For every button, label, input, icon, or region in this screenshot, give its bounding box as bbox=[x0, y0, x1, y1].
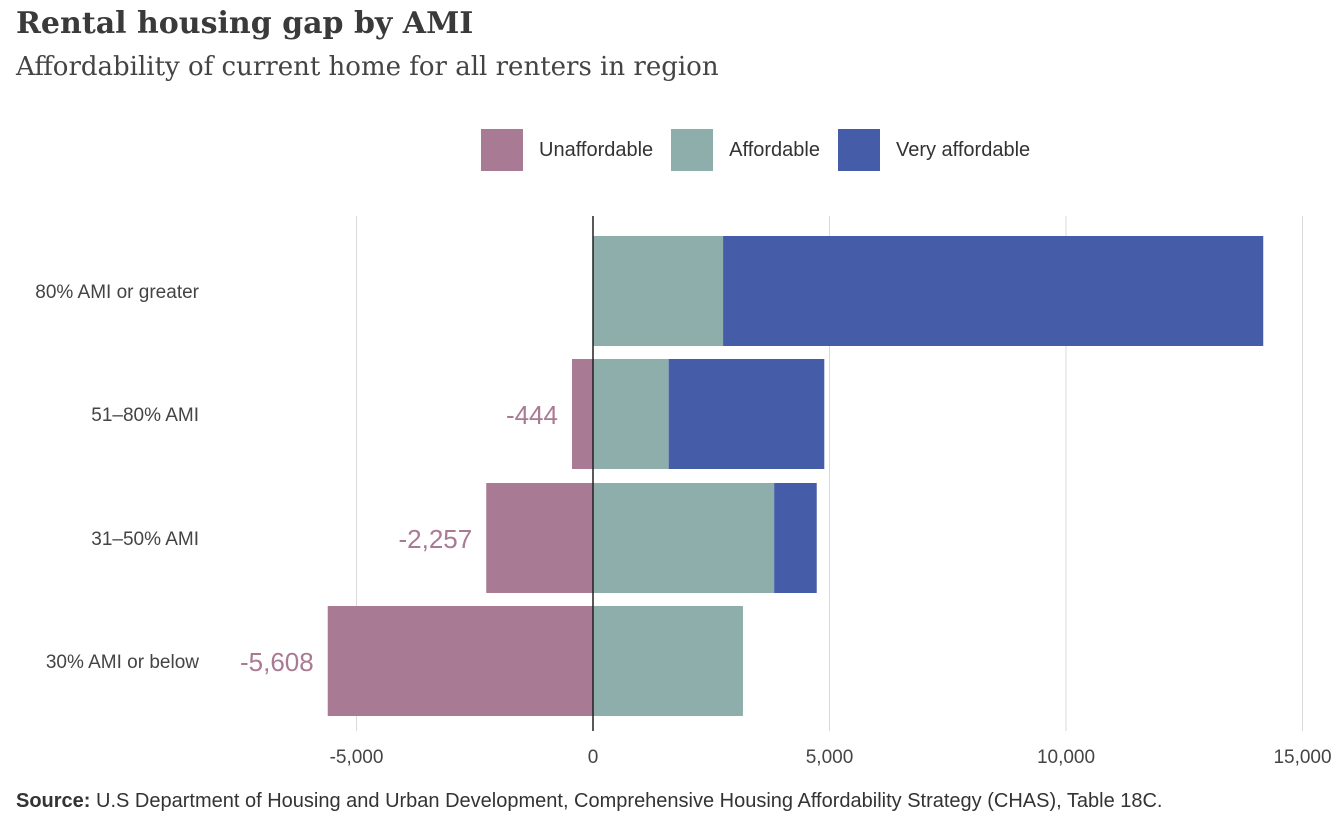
legend-swatch-1 bbox=[671, 129, 714, 171]
bar-very-affordable-0 bbox=[723, 236, 1264, 346]
x-tick-label-3: 10,000 bbox=[1037, 747, 1095, 768]
chart-subtitle: Affordability of current home for all re… bbox=[16, 52, 719, 82]
legend-label-2: Very affordable bbox=[895, 138, 1031, 161]
data-label-0: -444 bbox=[506, 400, 558, 430]
category-label-0: 80% AMI or greater bbox=[35, 282, 199, 303]
bar-unaffordable-3 bbox=[327, 606, 593, 716]
x-tick-label-4: 15,000 bbox=[1273, 747, 1331, 768]
legend-item-2: Very affordable bbox=[837, 129, 1031, 171]
category-label-2: 31–50% AMI bbox=[91, 529, 199, 550]
x-tick-label-2: 5,000 bbox=[806, 747, 854, 768]
source-label: Source: bbox=[16, 790, 91, 812]
legend-label-1: Affordable bbox=[729, 138, 820, 161]
bar-very-affordable-2 bbox=[774, 483, 817, 593]
bar-affordable-2 bbox=[593, 483, 775, 593]
category-label-1: 51–80% AMI bbox=[91, 405, 199, 426]
legend-item-1: Affordable bbox=[671, 129, 820, 171]
bar-unaffordable-2 bbox=[486, 483, 593, 593]
bar-affordable-1 bbox=[593, 359, 669, 469]
data-label-2: -5,608 bbox=[240, 647, 314, 677]
data-label-1: -2,257 bbox=[399, 524, 473, 554]
category-label-3: 30% AMI or below bbox=[46, 652, 199, 673]
bar-affordable-0 bbox=[593, 236, 724, 346]
x-tick-label-1: 0 bbox=[588, 747, 599, 768]
x-tick-label-0: -5,000 bbox=[330, 747, 384, 768]
bar-affordable-3 bbox=[593, 606, 743, 716]
legend-swatch-0 bbox=[481, 129, 523, 171]
bar-very-affordable-1 bbox=[668, 359, 825, 469]
source-note: Source: U.S Department of Housing and Ur… bbox=[16, 790, 1163, 813]
bar-unaffordable-1 bbox=[571, 359, 593, 469]
chart-title: Rental housing gap by AMI bbox=[16, 6, 474, 41]
source-text: U.S Department of Housing and Urban Deve… bbox=[90, 790, 1163, 812]
legend-swatch-2 bbox=[837, 129, 880, 171]
legend: Unaffordable Affordable Very affordable bbox=[481, 129, 1048, 171]
legend-label-0: Unaffordable bbox=[539, 138, 654, 161]
legend-item-0: Unaffordable bbox=[481, 129, 653, 171]
